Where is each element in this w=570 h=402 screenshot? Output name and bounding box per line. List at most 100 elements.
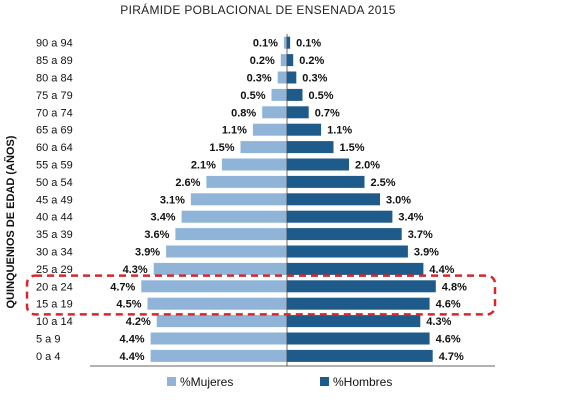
bar-hombres	[287, 297, 430, 310]
data-label-mujeres: 4.3%	[123, 264, 148, 276]
category-label: 40 a 44	[36, 212, 73, 224]
bar-hombres	[287, 71, 297, 84]
bar-mujeres	[280, 54, 287, 67]
data-label-hombres: 3.7%	[408, 229, 433, 241]
bar-mujeres	[150, 349, 287, 362]
bar-hombres	[287, 106, 309, 119]
category-label: 85 a 89	[36, 55, 73, 67]
data-label-hombres: 2.5%	[371, 177, 396, 189]
data-label-hombres: 3.9%	[414, 247, 439, 259]
data-label-mujeres: 4.4%	[120, 351, 145, 363]
data-label-mujeres: 4.2%	[126, 316, 151, 328]
data-label-hombres: 0.3%	[302, 73, 327, 85]
data-label-mujeres: 4.5%	[116, 299, 141, 311]
bar-mujeres	[277, 71, 287, 84]
data-label-hombres: 4.7%	[439, 351, 464, 363]
bar-mujeres	[283, 36, 287, 49]
data-label-hombres: 4.8%	[442, 281, 467, 293]
bar-mujeres	[221, 158, 287, 171]
data-label-hombres: 0.2%	[299, 55, 324, 67]
data-label-hombres: 4.6%	[436, 299, 461, 311]
data-label-mujeres: 0.2%	[250, 55, 275, 67]
data-label-hombres: 1.1%	[327, 125, 352, 137]
category-label: 50 a 54	[36, 177, 73, 189]
category-label: 60 a 64	[36, 142, 73, 154]
bar-mujeres	[240, 141, 287, 154]
data-label-hombres: 4.3%	[426, 316, 451, 328]
data-label-mujeres: 0.8%	[231, 107, 256, 119]
data-label-hombres: 4.6%	[436, 334, 461, 346]
highlight-box	[25, 274, 497, 316]
data-label-mujeres: 0.3%	[247, 73, 272, 85]
bar-hombres	[287, 210, 393, 223]
category-label: 90 a 94	[36, 38, 73, 50]
y-axis-label: QUINQUENIOS DE EDAD (AÑOS)	[4, 135, 17, 308]
bar-mujeres	[175, 228, 287, 241]
data-label-hombres: 1.5%	[340, 142, 365, 154]
bar-mujeres	[181, 210, 287, 223]
category-label: 70 a 74	[36, 107, 73, 119]
category-label: 10 a 14	[36, 316, 73, 328]
category-label: 80 a 84	[36, 73, 73, 85]
category-label: 30 a 34	[36, 247, 73, 259]
legend-swatch	[320, 377, 329, 386]
bar-hombres	[287, 262, 424, 275]
bar-hombres	[287, 88, 303, 101]
legend-label: %Hombres	[333, 375, 392, 389]
category-label: 35 a 39	[36, 229, 73, 241]
category-label: 45 a 49	[36, 194, 73, 206]
bar-hombres	[287, 193, 380, 206]
bar-hombres	[287, 54, 294, 67]
bar-hombres	[287, 36, 291, 49]
bar-hombres	[287, 141, 334, 154]
legend-label: %Mujeres	[180, 375, 233, 389]
category-label: 0 a 4	[36, 351, 60, 363]
data-label-mujeres: 3.4%	[151, 212, 176, 224]
bar-mujeres	[271, 88, 287, 101]
bar-mujeres	[190, 193, 287, 206]
bar-hombres	[287, 175, 365, 188]
data-label-mujeres: 4.7%	[110, 281, 135, 293]
category-label: 20 a 24	[36, 281, 73, 293]
data-label-hombres: 4.4%	[429, 264, 454, 276]
bar-mujeres	[141, 280, 287, 293]
bar-hombres	[287, 228, 402, 241]
data-label-mujeres: 4.4%	[120, 334, 145, 346]
bar-mujeres	[262, 106, 287, 119]
bar-hombres	[287, 123, 322, 136]
category-label: 65 a 69	[36, 125, 73, 137]
bar-mujeres	[150, 332, 287, 345]
data-label-mujeres: 2.6%	[175, 177, 200, 189]
data-label-mujeres: 2.1%	[191, 160, 216, 172]
bar-hombres	[287, 245, 408, 258]
category-label: 5 a 9	[36, 334, 60, 346]
bar-mujeres	[147, 297, 287, 310]
bar-mujeres	[206, 175, 287, 188]
bar-hombres	[287, 315, 421, 328]
data-label-hombres: 0.7%	[315, 107, 340, 119]
category-label: 75 a 79	[36, 90, 73, 102]
bar-hombres	[287, 158, 349, 171]
data-label-hombres: 3.4%	[398, 212, 423, 224]
category-label: 15 a 19	[36, 299, 73, 311]
data-label-hombres: 0.1%	[296, 38, 321, 50]
data-label-mujeres: 1.1%	[222, 125, 247, 137]
data-label-mujeres: 3.6%	[144, 229, 169, 241]
chart-title: PIRÁMIDE POBLACIONAL DE ENSENADA 2015	[120, 2, 395, 17]
bar-mujeres	[166, 245, 287, 258]
bar-hombres	[287, 332, 430, 345]
data-label-mujeres: 0.1%	[253, 38, 278, 50]
legend: %Mujeres %Hombres	[167, 375, 392, 389]
data-label-mujeres: 1.5%	[209, 142, 234, 154]
data-label-hombres: 0.5%	[309, 90, 334, 102]
chart-rows: 90 a 94 0.1% 0.1% 85 a 89 0.2% 0.2% 80 a 84 0.3…	[36, 36, 467, 363]
data-label-mujeres: 0.5%	[240, 90, 265, 102]
data-label-mujeres: 3.9%	[135, 247, 160, 259]
category-label: 25 a 29	[36, 264, 73, 276]
data-label-hombres: 2.0%	[355, 160, 380, 172]
bar-mujeres	[153, 262, 287, 275]
category-label: 55 a 59	[36, 160, 73, 172]
data-label-hombres: 3.0%	[386, 194, 411, 206]
legend-swatch	[167, 377, 176, 386]
